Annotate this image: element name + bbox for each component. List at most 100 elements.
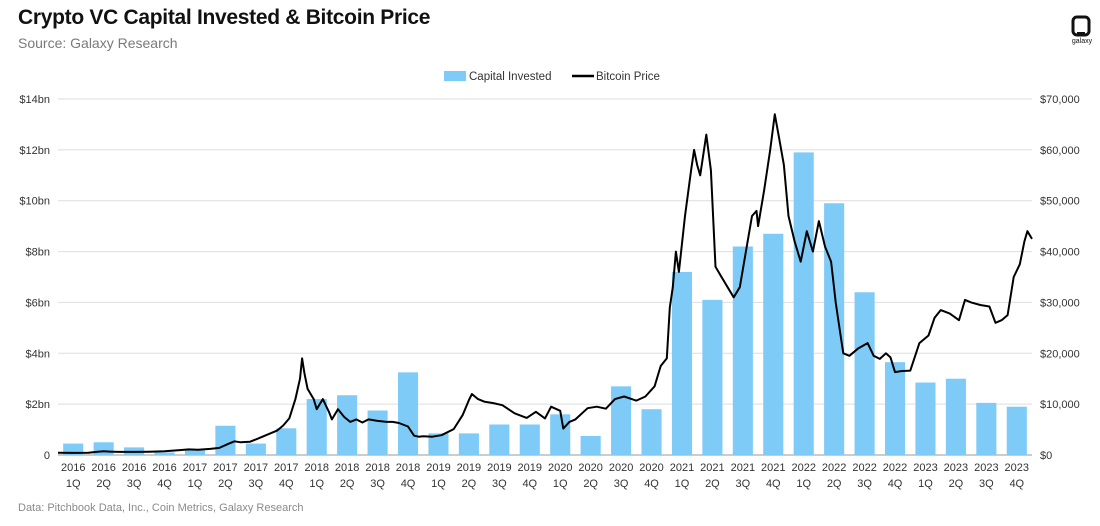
bar	[337, 395, 358, 455]
y-left-tick-label: $4bn	[26, 348, 50, 360]
x-tick-label-year: 2017	[274, 462, 298, 474]
bar	[428, 433, 449, 455]
x-tick-label-year: 2020	[548, 462, 572, 474]
x-tick-label-quarter: 2Q	[462, 478, 477, 490]
x-tick-label-quarter: 4Q	[644, 478, 659, 490]
x-tick-label-quarter: 1Q	[675, 478, 690, 490]
bar	[93, 442, 114, 455]
bars	[63, 152, 1027, 455]
legend-label-bitcoin: Bitcoin Price	[596, 71, 660, 83]
chart-title: Crypto VC Capital Invested & Bitcoin Pri…	[18, 6, 431, 29]
x-tick-label-year: 2020	[639, 462, 663, 474]
x-tick-label-year: 2017	[213, 462, 237, 474]
galaxy-logo-icon	[1071, 15, 1091, 37]
x-tick-label-year: 2021	[670, 462, 694, 474]
x-tick-label-quarter: 1Q	[553, 478, 568, 490]
x-tick-label-year: 2018	[396, 462, 420, 474]
x-tick-label-year: 2019	[426, 462, 450, 474]
bar	[215, 425, 236, 455]
y-left-tick-label: $10bn	[19, 196, 50, 208]
x-tick-label-quarter: 4Q	[157, 478, 172, 490]
y-left-tick-label: $6bn	[26, 297, 50, 309]
y-left-tick-label: $2bn	[26, 399, 50, 411]
x-tick-label-quarter: 1Q	[66, 478, 81, 490]
bar	[550, 414, 571, 455]
x-tick-label-quarter: 2Q	[218, 478, 233, 490]
y-right-tick-label: $60,000	[1040, 145, 1080, 157]
bar	[976, 402, 997, 455]
x-tick-label-year: 2019	[457, 462, 481, 474]
x-tick-label-quarter: 2Q	[705, 478, 720, 490]
bitcoin-price-line	[57, 113, 1033, 454]
y-right-tick-label: $10,000	[1040, 399, 1080, 411]
x-tick-label-quarter: 2Q	[96, 478, 111, 490]
line-series	[57, 113, 1033, 454]
x-tick-label-year: 2021	[700, 462, 724, 474]
bar	[945, 378, 966, 455]
chart-subtitle: Source: Galaxy Research	[18, 35, 178, 51]
bar	[458, 433, 479, 455]
x-tick-label-year: 2023	[944, 462, 968, 474]
x-tick-label-year: 2023	[1005, 462, 1029, 474]
x-tick-label-quarter: 3Q	[614, 478, 629, 490]
x-tick-label-year: 2020	[609, 462, 633, 474]
x-tick-label-quarter: 2Q	[949, 478, 964, 490]
x-tick-label-year: 2016	[91, 462, 115, 474]
x-tick-label-year: 2018	[335, 462, 359, 474]
x-axis: 2016 1Q 2016 2Q 2016 3Q 2016 4Q 2017 1Q 2017 2Q 2017…	[61, 462, 1029, 490]
x-tick-label-quarter: 4Q	[279, 478, 294, 490]
x-tick-label-year: 2016	[122, 462, 146, 474]
y-axis-left: 0 $2bn $4bn $6bn $8bn $10bn $12bn $14bn	[19, 94, 50, 462]
x-tick-label-year: 2020	[578, 462, 602, 474]
bar	[763, 233, 784, 455]
x-tick-label-year: 2022	[791, 462, 815, 474]
bar	[1006, 406, 1027, 455]
x-tick-label-quarter: 3Q	[127, 478, 142, 490]
bar	[367, 410, 388, 455]
x-tick-label-year: 2016	[61, 462, 85, 474]
y-right-tick-label: $20,000	[1040, 348, 1080, 360]
x-tick-label-year: 2022	[883, 462, 907, 474]
x-tick-label-quarter: 3Q	[857, 478, 872, 490]
bar	[824, 203, 845, 455]
legend: Capital Invested Bitcoin Price	[444, 71, 660, 83]
y-right-tick-label: $50,000	[1040, 196, 1080, 208]
x-tick-label-quarter: 2Q	[340, 478, 355, 490]
bar	[641, 409, 662, 455]
bar	[702, 299, 723, 455]
x-tick-label-year: 2019	[518, 462, 542, 474]
x-tick-label-year: 2017	[183, 462, 207, 474]
bar	[915, 382, 936, 455]
bar	[245, 443, 266, 455]
footer-note: Data: Pitchbook Data, Inc., Coin Metrics…	[18, 502, 304, 514]
bar	[154, 452, 175, 455]
x-tick-label-year: 2018	[365, 462, 389, 474]
bar	[732, 246, 753, 455]
x-tick-label-quarter: 2Q	[583, 478, 598, 490]
bar	[671, 271, 693, 455]
y-axis-right: $0 $10,000 $20,000 $30,000 $40,000 $50,000 $60…	[1040, 94, 1080, 462]
x-tick-label-year: 2022	[822, 462, 846, 474]
bar	[519, 424, 540, 455]
y-left-tick-label: $14bn	[19, 94, 50, 106]
x-tick-label-year: 2021	[731, 462, 755, 474]
bar	[184, 449, 206, 455]
x-tick-label-year: 2023	[974, 462, 998, 474]
logo-text: galaxy	[1071, 38, 1093, 45]
x-tick-label-year: 2017	[244, 462, 268, 474]
x-tick-label-quarter: 1Q	[918, 478, 933, 490]
bar	[306, 399, 327, 455]
x-tick-label-quarter: 4Q	[888, 478, 903, 490]
x-tick-label-quarter: 3Q	[249, 478, 264, 490]
y-right-tick-label: $70,000	[1040, 94, 1080, 106]
x-tick-label-quarter: 1Q	[431, 478, 446, 490]
x-tick-label-quarter: 1Q	[309, 478, 324, 490]
y-left-tick-label: $12bn	[19, 145, 50, 157]
x-tick-label-quarter: 4Q	[1009, 478, 1024, 490]
bar	[580, 435, 601, 455]
x-tick-label-year: 2019	[487, 462, 511, 474]
x-tick-label-quarter: 3Q	[736, 478, 751, 490]
bar	[397, 372, 419, 455]
x-tick-label-year: 2018	[304, 462, 328, 474]
